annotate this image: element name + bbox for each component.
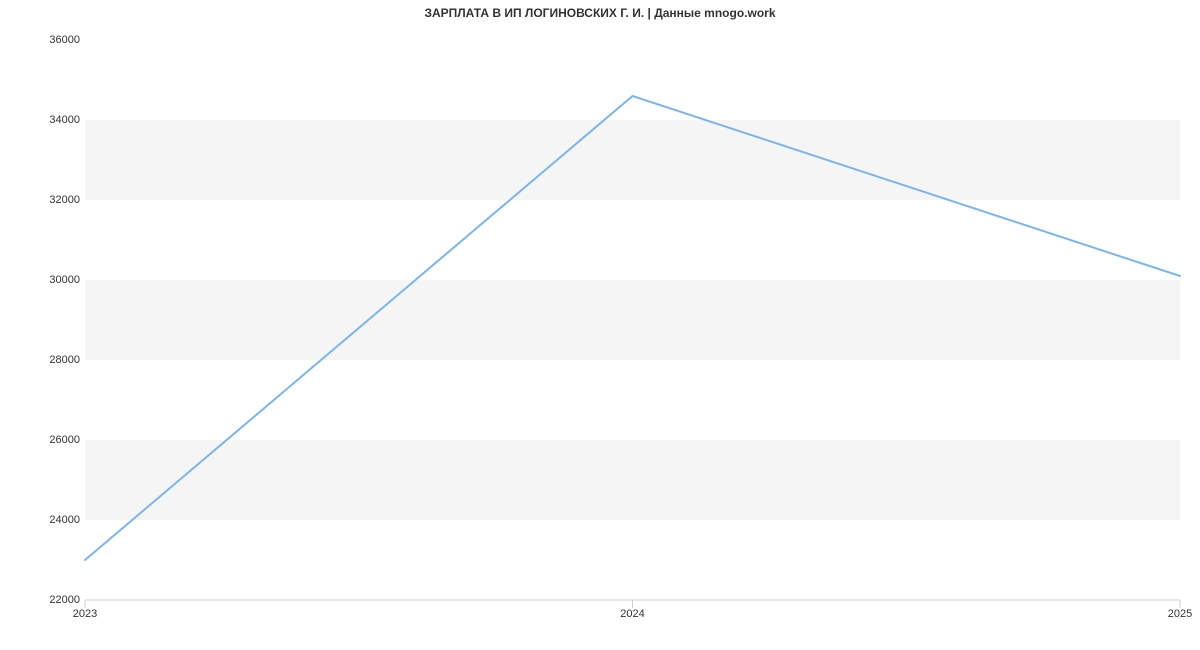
x-tick-label: 2023 bbox=[73, 608, 97, 620]
y-tick-label: 24000 bbox=[20, 514, 80, 526]
salary-line-chart: ЗАРПЛАТА В ИП ЛОГИНОВСКИХ Г. И. | Данные… bbox=[0, 0, 1200, 650]
x-tick-label: 2025 bbox=[1168, 608, 1192, 620]
x-tick-label: 2024 bbox=[620, 608, 644, 620]
y-tick-label: 28000 bbox=[20, 354, 80, 366]
y-tick-label: 30000 bbox=[20, 274, 80, 286]
y-tick-label: 32000 bbox=[20, 194, 80, 206]
chart-title: ЗАРПЛАТА В ИП ЛОГИНОВСКИХ Г. И. | Данные… bbox=[0, 6, 1200, 20]
chart-svg bbox=[85, 40, 1180, 600]
y-tick-label: 34000 bbox=[20, 114, 80, 126]
y-tick-label: 36000 bbox=[20, 34, 80, 46]
plot-area bbox=[85, 40, 1180, 600]
y-tick-label: 26000 bbox=[20, 434, 80, 446]
y-tick-label: 22000 bbox=[20, 594, 80, 606]
